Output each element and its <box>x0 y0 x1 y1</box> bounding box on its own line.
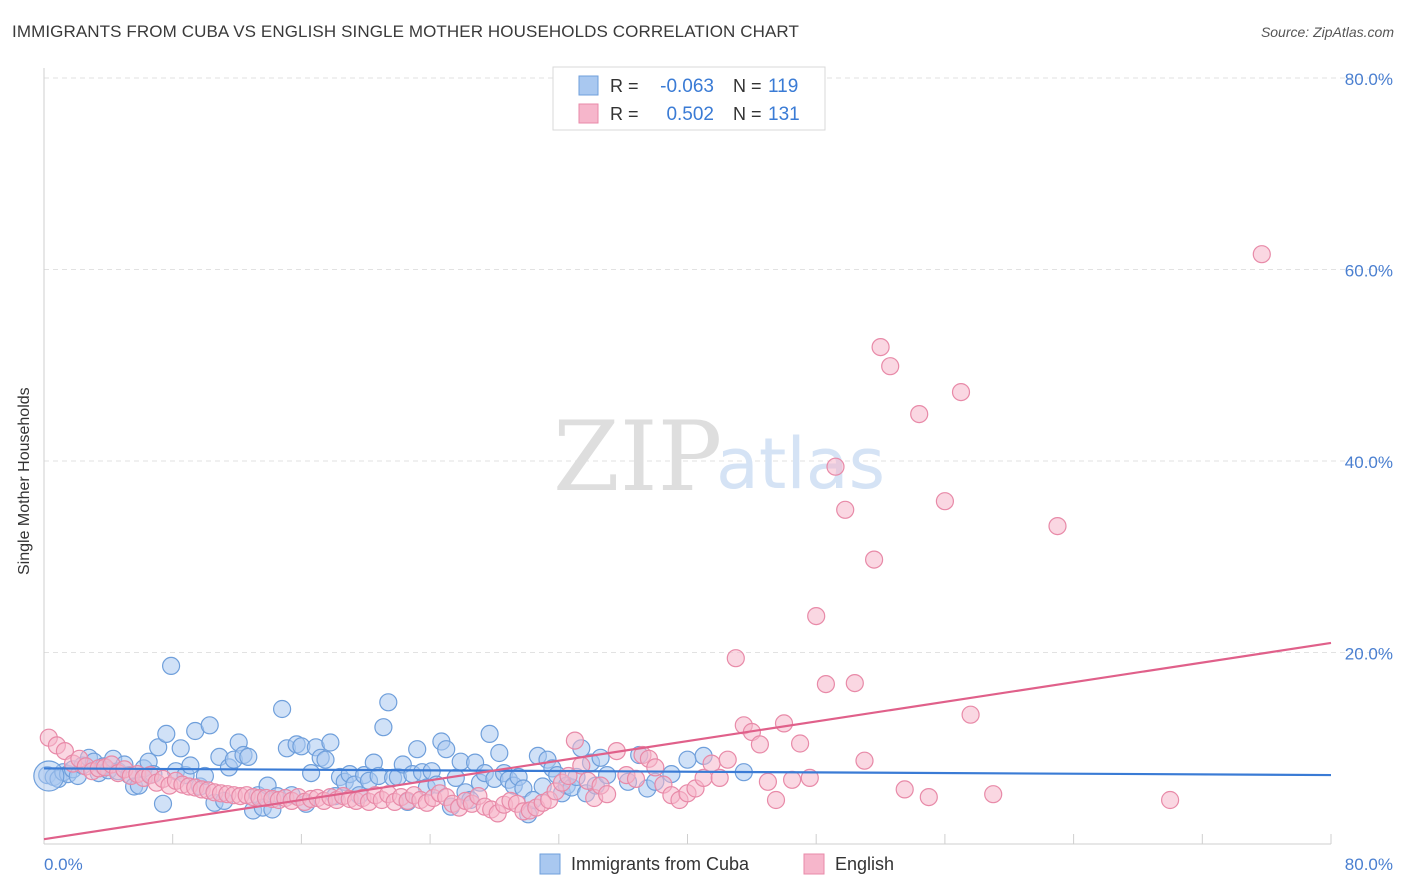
legend-r-value-cuba: -0.063 <box>660 76 714 97</box>
english-point <box>800 768 819 788</box>
y-tick-label: 60.0% <box>1345 262 1393 281</box>
legend-n-value-english: 131 <box>768 104 800 125</box>
series-english-points <box>39 245 1271 823</box>
cuba-point <box>408 740 427 759</box>
legend-r-label-english: R = <box>610 104 639 124</box>
axes <box>43 68 1332 845</box>
y-tick-label: 80.0% <box>1345 70 1393 89</box>
cuba-point <box>678 750 697 769</box>
english-point <box>910 405 929 424</box>
y-tick-labels: 20.0% 40.0% 60.0% 80.0% <box>1345 70 1393 664</box>
english-point <box>710 768 729 788</box>
cuba-point <box>374 718 393 737</box>
cuba-point <box>490 743 509 763</box>
cuba-point-large <box>33 760 65 792</box>
bottom-legend-swatch-english <box>803 853 825 875</box>
cuba-point <box>480 724 499 744</box>
x-tick-max: 80.0% <box>1345 855 1393 874</box>
cuba-point <box>171 739 190 758</box>
legend: R = -0.063 N = 119 R = 0.502 N = 131 <box>552 66 826 131</box>
legend-n-label-english: N = <box>733 104 762 124</box>
legend-r-label-cuba: R = <box>610 76 639 96</box>
english-point <box>750 735 770 754</box>
chart-title: IMMIGRANTS FROM CUBA VS ENGLISH SINGLE M… <box>12 22 799 41</box>
english-point <box>1048 516 1067 536</box>
cuba-trend-line <box>43 767 1332 777</box>
legend-swatch-english <box>578 103 599 124</box>
english-point <box>807 606 826 626</box>
english-point <box>782 770 802 789</box>
english-point <box>790 734 810 753</box>
english-point <box>758 772 778 791</box>
english-point <box>895 780 914 799</box>
cuba-point <box>273 699 292 719</box>
cuba-point <box>162 656 181 676</box>
bottom-legend-label-cuba: Immigrants from Cuba <box>571 854 750 874</box>
cuba-point <box>316 750 335 769</box>
bottom-legend-swatch-cuba <box>539 853 561 875</box>
legend-n-label-cuba: N = <box>733 76 762 96</box>
bottom-legend: Immigrants from Cuba English <box>539 853 894 875</box>
cuba-point <box>379 693 398 712</box>
cuba-point <box>200 716 219 735</box>
english-point <box>718 750 737 769</box>
english-point <box>836 500 855 519</box>
x-tick-min: 0.0% <box>44 855 83 874</box>
legend-n-value-cuba: 119 <box>768 76 798 97</box>
cuba-point <box>149 738 168 757</box>
english-point <box>881 357 900 376</box>
cuba-point <box>321 733 340 752</box>
watermark-zip: ZIP <box>553 401 722 513</box>
trend-lines <box>43 641 1332 841</box>
cuba-point <box>181 756 200 775</box>
english-point <box>826 457 845 476</box>
legend-r-value-english: 0.502 <box>666 104 714 125</box>
cuba-point <box>153 794 173 813</box>
english-point <box>597 785 617 804</box>
english-point <box>951 383 971 402</box>
cuba-point <box>157 724 176 744</box>
english-point <box>961 705 980 724</box>
english-point <box>1252 245 1271 264</box>
english-point <box>726 649 745 668</box>
y-tick-label: 40.0% <box>1345 453 1393 472</box>
y-tick-label: 20.0% <box>1345 645 1393 664</box>
english-point <box>565 731 585 750</box>
cuba-point <box>591 748 610 767</box>
cuba-point <box>437 740 456 759</box>
cuba-point <box>302 763 321 783</box>
english-point <box>1160 790 1180 810</box>
english-trend-line <box>43 641 1332 841</box>
watermark: ZIP atlas <box>553 401 885 513</box>
english-point <box>935 492 955 511</box>
english-point <box>871 338 890 357</box>
bottom-legend-label-english: English <box>835 854 894 874</box>
source-label: Source: ZipAtlas.com <box>1260 24 1394 40</box>
english-point <box>774 714 794 733</box>
cuba-point <box>239 747 258 767</box>
english-point <box>864 550 884 569</box>
grid-lines <box>44 77 1393 653</box>
watermark-atlas: atlas <box>716 423 885 505</box>
legend-swatch-cuba <box>578 75 599 96</box>
x-tick-labels: 0.0% 80.0% <box>44 855 1393 874</box>
english-point <box>766 790 786 810</box>
english-point <box>855 751 874 770</box>
english-point <box>816 674 836 694</box>
english-point <box>984 785 1003 804</box>
english-point <box>626 769 646 789</box>
english-point <box>919 787 938 807</box>
english-point <box>646 758 665 777</box>
english-point <box>845 673 864 693</box>
